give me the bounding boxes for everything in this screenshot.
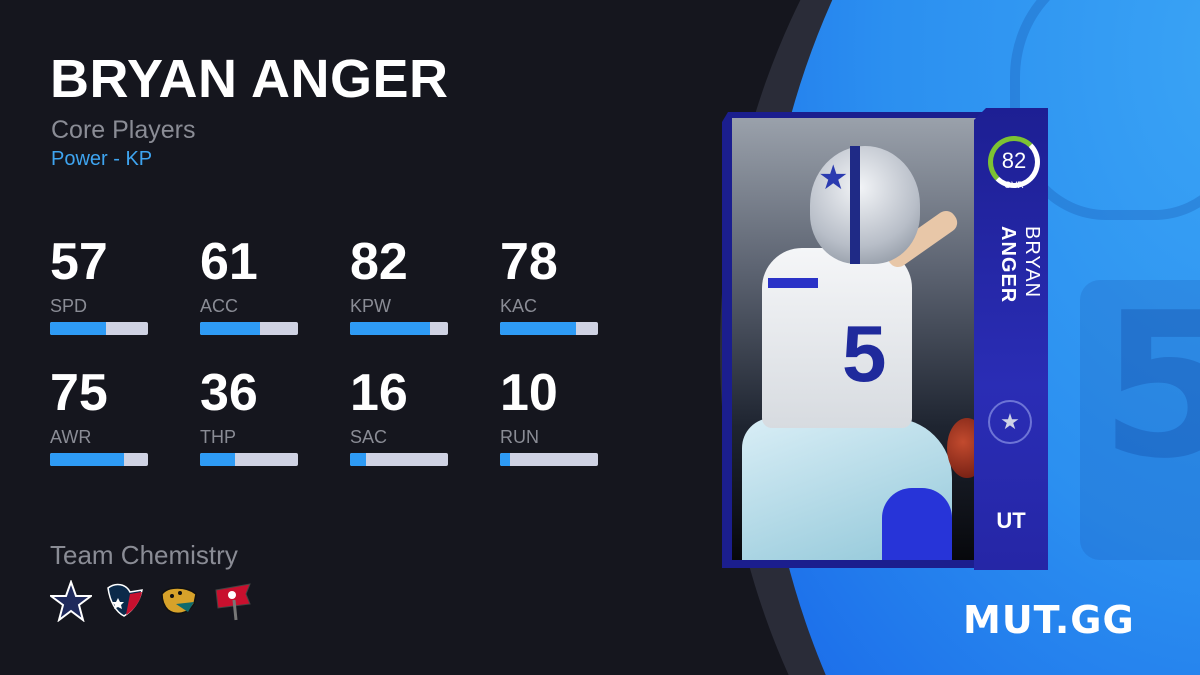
card-player-name: BRYAN ANGER xyxy=(997,226,1043,304)
stat-value: 78 xyxy=(500,233,558,291)
stat-spd: 57 SPD xyxy=(50,236,150,335)
stat-bar xyxy=(350,322,448,335)
team-star-icon: ★ xyxy=(988,400,1032,444)
stat-value: 57 xyxy=(50,233,108,291)
player-sock xyxy=(882,488,952,560)
ovr-value: 82 xyxy=(1001,148,1027,173)
team-chemistry-logos xyxy=(50,580,254,622)
stat-bar-fill xyxy=(200,453,236,466)
stat-awr: 75 AWR xyxy=(50,367,150,466)
stat-bar-fill xyxy=(50,453,124,466)
stat-bar xyxy=(500,322,598,335)
cowboys-logo-icon xyxy=(50,580,92,622)
stat-label: ACC xyxy=(200,296,239,316)
background-jersey-art xyxy=(1080,280,1200,560)
card-last-name: ANGER xyxy=(997,226,1019,304)
ovr-ring xyxy=(988,136,1040,188)
stat-bar-fill xyxy=(350,453,366,466)
stat-sac: 16 SAC xyxy=(350,367,450,466)
stat-label: SAC xyxy=(350,427,388,447)
player-helmet: ★ xyxy=(810,146,920,264)
ovr-label: OVR xyxy=(1004,180,1024,190)
card-first-name: BRYAN xyxy=(1021,226,1043,299)
stat-value: 61 xyxy=(200,233,258,291)
stat-bar xyxy=(200,453,298,466)
stat-value: 75 xyxy=(50,364,108,422)
sleeve-stripe xyxy=(768,278,818,288)
stat-value: 16 xyxy=(350,364,408,422)
stat-bar-fill xyxy=(350,322,431,335)
jersey-number: 5 xyxy=(842,309,887,398)
player-card[interactable]: 5 ★ 82 OVR BRYAN ANGER ★ UT xyxy=(712,108,1052,574)
background-jersey-number: 5 xyxy=(1100,270,1200,503)
stat-label: SPD xyxy=(50,296,88,316)
player-program: Core Players xyxy=(51,116,196,144)
stat-bar xyxy=(50,322,148,335)
stat-label: KPW xyxy=(350,296,392,316)
stat-label: RUN xyxy=(500,427,539,447)
stat-acc: 61 ACC xyxy=(200,236,300,335)
stat-label: KAC xyxy=(500,296,538,316)
player-archetype: Power - KP xyxy=(51,148,153,170)
stat-label: AWR xyxy=(50,427,92,447)
team-chemistry-title: Team Chemistry xyxy=(50,540,238,570)
stat-bar-fill xyxy=(50,322,106,335)
player-photo: 5 ★ xyxy=(732,118,977,560)
stat-value: 82 xyxy=(350,233,408,291)
helmet-stripe xyxy=(850,146,860,264)
stat-value: 10 xyxy=(500,364,558,422)
helmet-star-icon: ★ xyxy=(818,159,849,197)
stat-run: 10 RUN xyxy=(500,367,600,466)
player-name: BRYAN ANGER xyxy=(50,49,449,109)
football xyxy=(947,418,977,478)
stat-value: 36 xyxy=(200,364,258,422)
texans-logo-icon xyxy=(104,580,146,622)
stat-bar-fill xyxy=(200,322,260,335)
card-type-label: UT xyxy=(996,508,1026,533)
card-side-panel: 82 OVR BRYAN ANGER ★ UT xyxy=(974,108,1048,570)
stat-bar-fill xyxy=(500,453,510,466)
stats-grid: 57 SPD 61 ACC 82 KPW 78 KAC 75 AWR 36 TH… xyxy=(50,236,610,466)
player-torso: 5 xyxy=(762,248,912,428)
stat-bar xyxy=(500,453,598,466)
stat-kac: 78 KAC xyxy=(500,236,600,335)
brand-logo: MUT.GG xyxy=(963,598,1135,642)
jaguars-logo-icon xyxy=(158,580,200,622)
stat-kpw: 82 KPW xyxy=(350,236,450,335)
stat-label: THP xyxy=(200,427,236,447)
stat-bar xyxy=(200,322,298,335)
buccaneers-logo-icon xyxy=(212,580,254,622)
stat-thp: 36 THP xyxy=(200,367,300,466)
stat-bar xyxy=(350,453,448,466)
stat-bar xyxy=(50,453,148,466)
stat-bar-fill xyxy=(500,322,577,335)
